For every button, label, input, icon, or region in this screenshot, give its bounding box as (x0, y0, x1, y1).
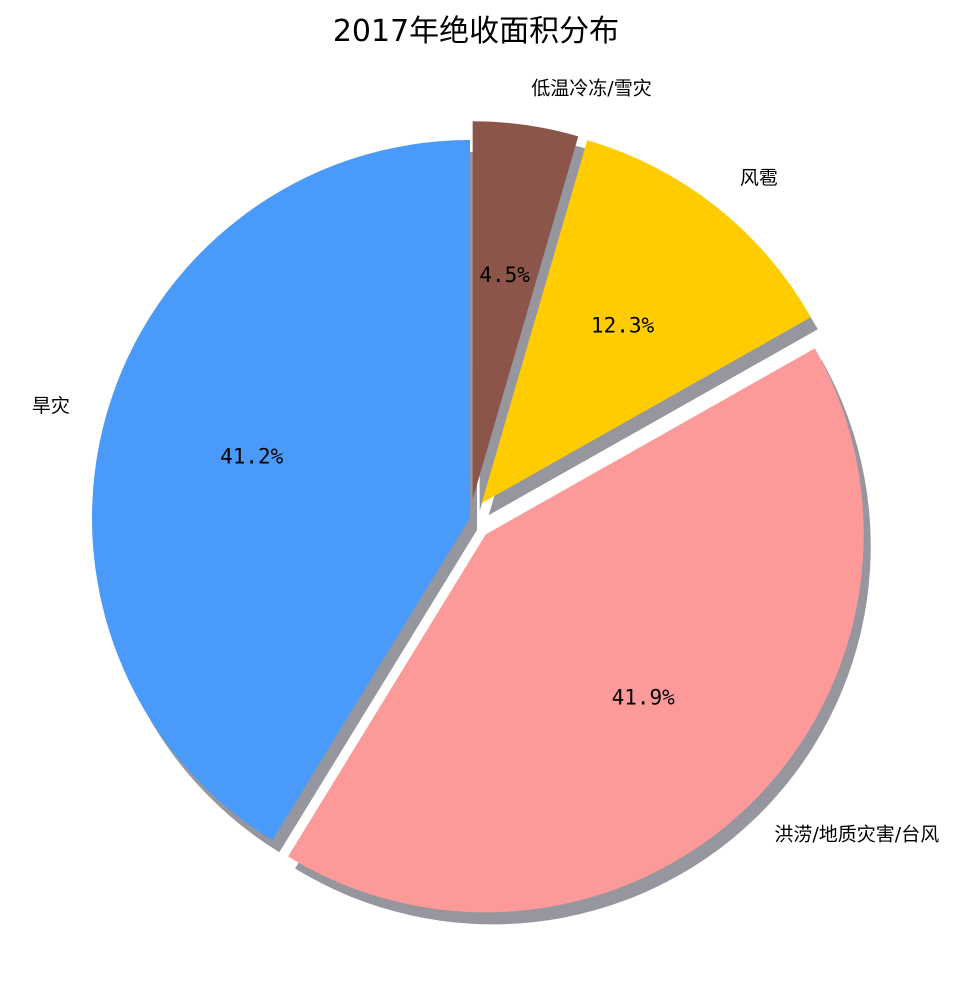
slice-4-label: 低温冷冻/雪灾 (531, 78, 651, 100)
slice-4-percent: 4.5% (479, 263, 530, 287)
pie-slices (92, 121, 864, 913)
slice-2-percent: 41.9% (612, 686, 676, 710)
slice-2-wedge (288, 348, 864, 913)
slice-3-percent: 12.3% (591, 313, 655, 337)
slice-3-wedge (481, 140, 811, 504)
slice-1-label: 旱灾 (32, 395, 70, 417)
slice-4-wedge (472, 121, 579, 500)
slice-2-label: 洪涝/地质灾害/台风 (774, 824, 939, 846)
percent-labels: 41.2% 41.9% 12.3% 4.5% (220, 263, 675, 710)
chart-title: 2017年绝收面积分布 (333, 14, 619, 49)
slice-3-label: 风雹 (740, 167, 778, 189)
slice-1-percent: 41.2% (220, 444, 284, 468)
slice-1-wedge (92, 140, 470, 841)
